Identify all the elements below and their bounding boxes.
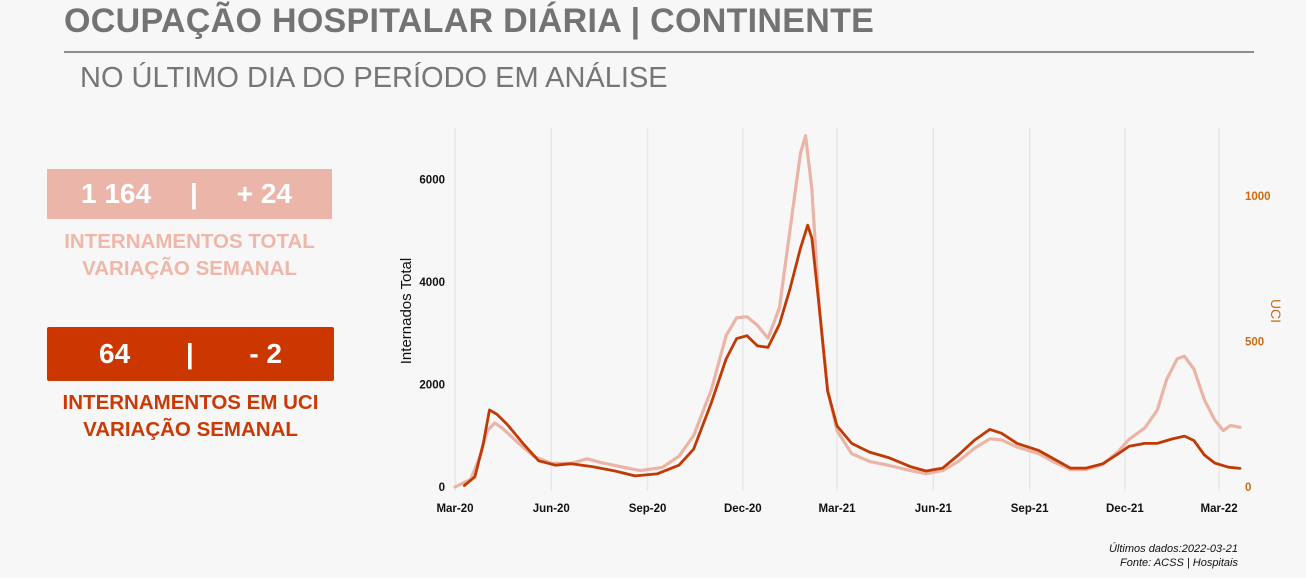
kpi-total-change: + 24	[236, 178, 292, 209]
kpi-uci-label-line2: VARIAÇÃO SEMANAL	[83, 418, 298, 441]
x-tick-label: Mar-21	[818, 503, 856, 515]
y2-tick-label: 500	[1245, 337, 1264, 349]
kpi-total-label-line2: VARIAÇÃO SEMANAL	[82, 257, 297, 280]
kpi-uci-label-line1: INTERNAMENTOS EM UCI	[62, 391, 319, 414]
kpi-uci-label: INTERNAMENTOS EM UCI VARIAÇÃO SEMANAL	[47, 389, 334, 443]
footnote-source: Fonte: ACSS | Hospitais	[1120, 557, 1238, 569]
footnote: Últimos dados:2022-03-21 Fonte: ACSS | H…	[1109, 542, 1238, 570]
page-title: OCUPAÇÃO HOSPITALAR DIÁRIA | CONTINENTE	[64, 2, 875, 40]
y-axis-title: Internados Total	[398, 258, 415, 364]
y2-tick-label: 0	[1245, 482, 1251, 494]
x-tick-label: Mar-20	[436, 503, 473, 515]
kpi-total-box: 1 164 | + 24	[47, 169, 332, 219]
footnote-last-data: Últimos dados:2022-03-21	[1108, 543, 1238, 555]
chart-axes: Mar-20 Jun-20 Sep-20 Dec-20 Mar-21 Jun-21 Sep-…	[419, 174, 1270, 515]
kpi-total-label-line1: INTERNAMENTOS TOTAL	[64, 230, 315, 253]
y-tick-label: 6000	[419, 174, 445, 186]
x-tick-label: Dec-21	[1106, 503, 1144, 515]
y-tick-label: 0	[439, 482, 445, 494]
x-tick-label: Jun-20	[533, 503, 570, 515]
x-tick-label: Sep-20	[629, 503, 667, 515]
page-subtitle: NO ÚLTIMO DIA DO PERÍODO EM ANÁLISE	[80, 62, 668, 94]
kpi-uci-separator: |	[185, 338, 194, 369]
kpi-uci-change: - 2	[249, 338, 282, 369]
x-tick-label: Dec-20	[724, 503, 762, 515]
kpi-total-value: 1 164	[81, 178, 152, 209]
kpi-total-separator: |	[189, 178, 198, 209]
kpi-total-label: INTERNAMENTOS TOTAL VARIAÇÃO SEMANAL	[47, 228, 332, 282]
y-tick-label: 2000	[419, 379, 445, 391]
y-tick-label: 4000	[419, 277, 445, 289]
hospital-occupancy-chart: Mar-20 Jun-20 Sep-20 Dec-20 Mar-21 Jun-21 Sep-…	[398, 128, 1284, 515]
x-tick-label: Sep-21	[1011, 503, 1049, 515]
chart-grid	[454, 128, 1220, 491]
kpi-uci-value: 64	[99, 338, 131, 369]
y2-axis-title: UCI	[1268, 299, 1284, 323]
kpi-uci-box: 64 | - 2	[47, 327, 334, 381]
title-divider	[64, 51, 1254, 53]
chart-series	[453, 134, 1242, 489]
y2-tick-label: 1000	[1245, 191, 1271, 203]
x-tick-label: Jun-21	[915, 503, 953, 515]
series-line-total	[453, 134, 1242, 489]
series-line-uci	[463, 223, 1242, 487]
x-tick-label: Mar-22	[1201, 503, 1238, 515]
